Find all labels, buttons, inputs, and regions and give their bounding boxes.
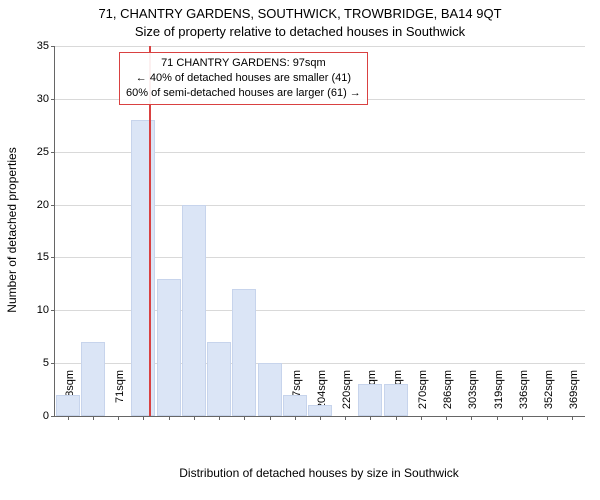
histogram-bar: [232, 289, 256, 416]
histogram-bar: [283, 395, 307, 416]
y-tick-mark: [51, 46, 55, 47]
histogram-bar: [384, 384, 408, 416]
x-tick-label: 336sqm: [518, 370, 530, 420]
y-tick-mark: [51, 310, 55, 311]
y-tick-mark: [51, 152, 55, 153]
y-tick-mark: [51, 99, 55, 100]
annotation-line1: 71 CHANTRY GARDENS: 97sqm: [126, 56, 361, 71]
histogram-bar: [358, 384, 382, 416]
chart-title-line2: Size of property relative to detached ho…: [0, 24, 600, 39]
x-tick-label: 319sqm: [493, 370, 505, 420]
plot-area: 71 CHANTRY GARDENS: 97sqm ← 40% of detac…: [54, 46, 585, 417]
x-tick-label: 270sqm: [417, 370, 429, 420]
marker-annotation-box: 71 CHANTRY GARDENS: 97sqm ← 40% of detac…: [119, 52, 368, 105]
histogram-bar: [56, 395, 80, 416]
x-tick-label: 303sqm: [467, 370, 479, 420]
x-tick-label: 71sqm: [114, 370, 126, 420]
annotation-line3: 60% of semi-detached houses are larger (…: [126, 86, 361, 101]
histogram-bar: [308, 405, 332, 416]
x-tick-label: 352sqm: [543, 370, 555, 420]
x-tick-label: 369sqm: [568, 370, 580, 420]
histogram-bar: [258, 363, 282, 416]
x-axis-label: Distribution of detached houses by size …: [54, 466, 584, 480]
gridline-horizontal: [55, 46, 585, 47]
x-tick-label: 286sqm: [442, 370, 454, 420]
y-tick-mark: [51, 416, 55, 417]
y-tick-mark: [51, 205, 55, 206]
y-axis-label: Number of detached properties: [5, 147, 19, 312]
histogram-bar: [182, 205, 206, 416]
annotation-line2: ← 40% of detached houses are smaller (41…: [126, 71, 361, 86]
x-tick-label: 220sqm: [341, 370, 353, 420]
y-tick-mark: [51, 257, 55, 258]
histogram-bar: [157, 279, 181, 416]
y-tick-mark: [51, 363, 55, 364]
histogram-bar: [131, 120, 155, 416]
chart-title-line1: 71, CHANTRY GARDENS, SOUTHWICK, TROWBRID…: [0, 6, 600, 21]
histogram-bar: [81, 342, 105, 416]
chart-container: { "chart": { "type": "histogram", "title…: [0, 0, 600, 500]
histogram-bar: [207, 342, 231, 416]
